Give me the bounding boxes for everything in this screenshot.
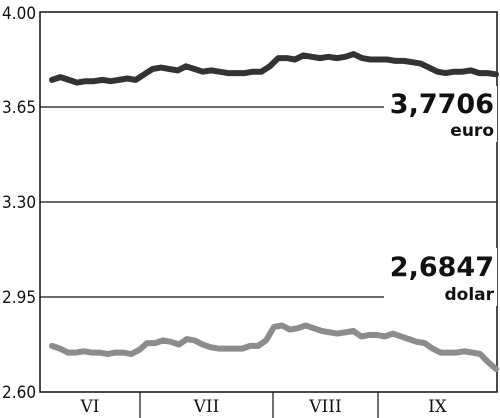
x-axis: VI VII VIII IX (80, 392, 448, 418)
y-tick-label: 3.65 (2, 98, 36, 118)
y-tick-label: 4.00 (2, 4, 36, 24)
month-label: IX (428, 397, 448, 417)
euro-label-backdrop (384, 86, 497, 142)
series-lines (49, 51, 499, 372)
dolar-label-backdrop (384, 248, 497, 306)
euro-series-line (49, 51, 499, 86)
dolar-value-label: 2,6847 (390, 252, 494, 283)
month-label: VI (80, 397, 100, 417)
month-label: VIII (308, 397, 341, 417)
y-axis-ticks: 4.00 3.65 3.30 2.95 2.60 (2, 4, 36, 403)
plot-frame (39, 11, 498, 393)
y-tick-label: 2.60 (2, 383, 36, 403)
euro-value-label: 3,7706 (390, 89, 494, 120)
dolar-series-line (49, 322, 499, 372)
y-tick-label: 2.95 (2, 288, 36, 308)
month-label: VII (193, 397, 220, 417)
euro-unit-label: euro (450, 121, 494, 141)
dolar-unit-label: dolar (444, 285, 494, 305)
y-tick-label: 3.30 (2, 193, 36, 213)
